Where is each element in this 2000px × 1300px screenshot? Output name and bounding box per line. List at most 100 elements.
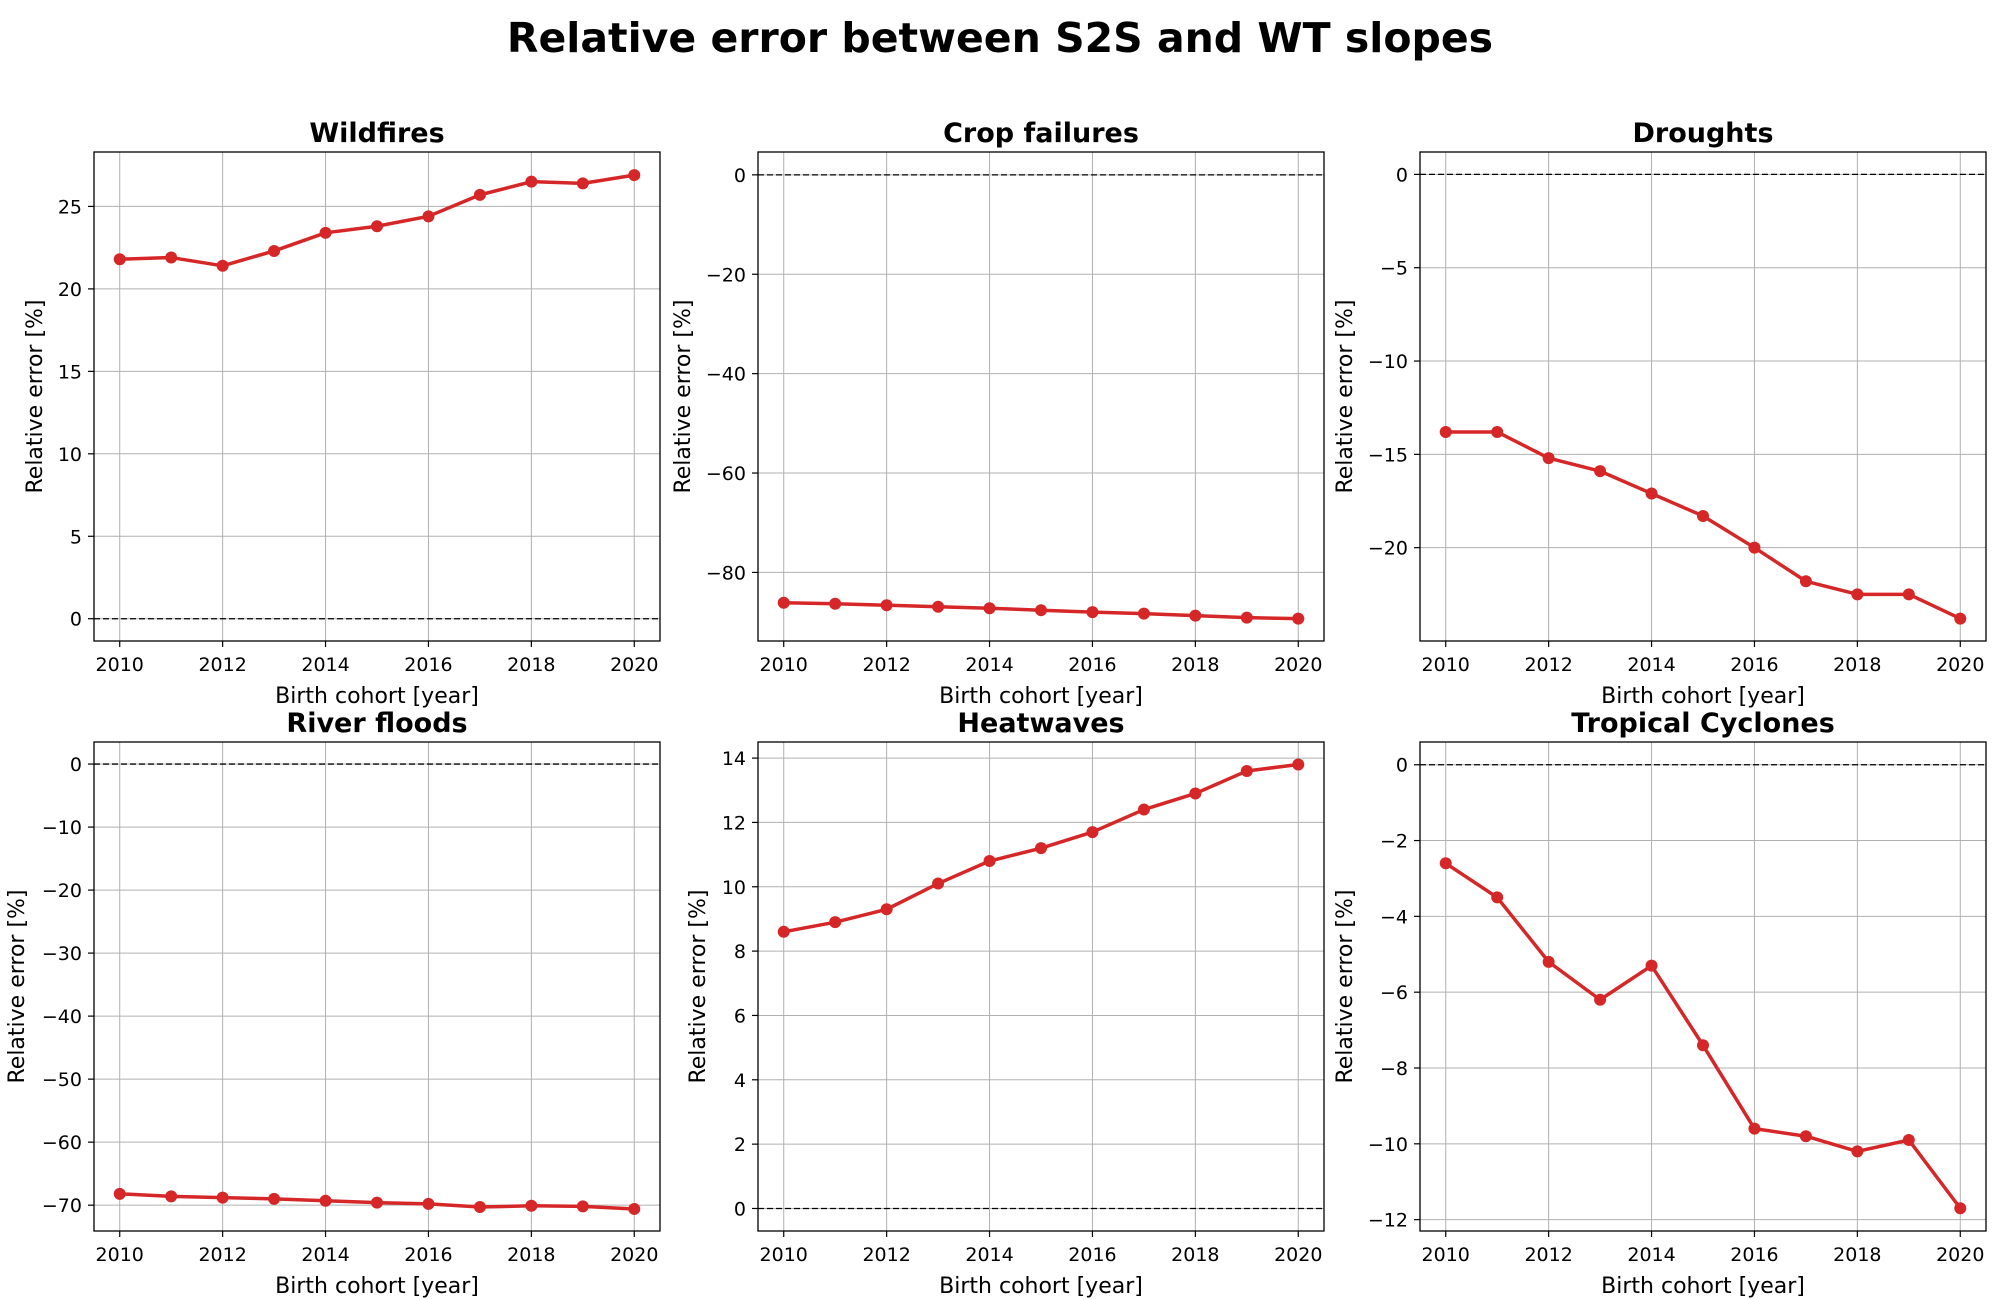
y-tick-label: −15	[1368, 444, 1408, 466]
data-point	[371, 220, 383, 233]
data-point	[165, 251, 178, 264]
data-point	[1697, 509, 1709, 522]
series-line	[1444, 861, 1962, 1210]
subplot-river-floods: 2010 2012 2014 2016 2018 2020 0 −10 −20 −30 −40 −50…	[5, 708, 661, 1299]
x-tick-label: 2016	[404, 654, 452, 676]
data-point	[628, 169, 641, 182]
x-tick-label: 2010	[96, 654, 144, 676]
axes-frame	[1419, 151, 1987, 642]
series-line	[1445, 430, 1962, 621]
data-point	[829, 597, 842, 610]
data-point	[576, 1200, 589, 1213]
y-tick-label: 0	[1396, 164, 1408, 186]
y-axis-label: Relative error [%]	[1333, 889, 1358, 1083]
x-tick-label: 2010	[760, 654, 808, 676]
data-point	[1491, 425, 1504, 438]
y-tick-label: −20	[42, 880, 82, 902]
y-tick-label: 0	[70, 754, 82, 776]
x-tick-label: 2018	[1171, 654, 1219, 676]
x-tick-label: 2014	[301, 1244, 349, 1266]
y-tick-label: −20	[1368, 538, 1408, 560]
y-tick-label: −5	[1380, 258, 1408, 280]
y-tick-label: −70	[42, 1195, 82, 1217]
y-axis-label: Relative error [%]	[1333, 299, 1358, 493]
data-point	[932, 600, 945, 613]
x-tick-label: 2020	[1936, 1244, 1984, 1266]
data-point	[319, 1194, 332, 1207]
x-tick-label: 2018	[507, 654, 555, 676]
subplot-title: Crop failures	[943, 118, 1139, 149]
data-point	[983, 855, 996, 868]
subplot-title: Tropical Cyclones	[1571, 708, 1835, 739]
y-tick-label: −30	[42, 943, 82, 965]
data-point	[1189, 787, 1202, 800]
data-point	[829, 916, 842, 929]
axes-frame	[1419, 741, 1987, 1232]
y-tick-label: −40	[706, 364, 746, 386]
subplot-droughts: 2010 2012 2014 2016 2018 2020 0 −5 −10 −15 −20 Drou…	[1333, 118, 1987, 709]
data-point	[1137, 803, 1150, 816]
data-point	[268, 244, 281, 257]
data-point	[422, 210, 435, 223]
x-tick-label: 2012	[862, 1244, 910, 1266]
data-point	[371, 1196, 383, 1209]
x-tick-label: 2010	[760, 1244, 808, 1266]
x-tick-label: 2016	[404, 1244, 452, 1266]
data-point	[1697, 1039, 1709, 1052]
x-axis-label: Birth cohort [year]	[1601, 1274, 1805, 1299]
y-tick-label: −60	[706, 463, 746, 485]
y-tick-label: −20	[706, 264, 746, 286]
x-tick-label: 2016	[1068, 1244, 1116, 1266]
x-axis-label: Birth cohort [year]	[939, 1274, 1143, 1299]
y-tick-label: 0	[70, 609, 82, 631]
data-point	[216, 1191, 229, 1204]
x-tick-label: 2010	[1422, 1244, 1470, 1266]
x-tick-label: 2014	[301, 654, 349, 676]
x-tick-label: 2012	[198, 654, 246, 676]
data-point	[880, 599, 893, 612]
y-tick-label: −6	[1380, 982, 1408, 1004]
data-point	[1799, 1130, 1812, 1143]
x-tick-label: 2018	[1171, 1244, 1219, 1266]
subplot-title: River floods	[286, 708, 467, 739]
x-tick-label: 2014	[965, 1244, 1013, 1266]
x-tick-label: 2020	[1274, 654, 1322, 676]
x-tick-label: 2016	[1068, 654, 1116, 676]
x-axis-label: Birth cohort [year]	[275, 1274, 479, 1299]
subplot-heatwaves: 2010 2012 2014 2016 2018 2020 0 2 4 6 8 10 12 14 Heatw…	[686, 708, 1325, 1299]
axes-frame	[93, 741, 661, 1232]
y-tick-label: 15	[58, 361, 82, 383]
y-tick-label: 14	[722, 748, 746, 770]
data-point	[1491, 891, 1504, 904]
data-point	[1542, 452, 1555, 465]
data-point	[983, 602, 996, 615]
data-point	[113, 253, 126, 266]
data-point	[1035, 842, 1047, 855]
x-axis-label: Birth cohort [year]	[275, 684, 479, 709]
x-tick-label: 2012	[198, 1244, 246, 1266]
x-tick-label: 2010	[96, 1244, 144, 1266]
data-point	[1594, 465, 1607, 478]
data-point	[113, 1187, 126, 1200]
x-tick-label: 2016	[1730, 1244, 1778, 1266]
data-point	[1542, 955, 1555, 968]
data-point	[576, 177, 589, 190]
data-point	[525, 1199, 538, 1212]
x-axis-label: Birth cohort [year]	[1601, 684, 1805, 709]
x-tick-label: 2020	[610, 1244, 658, 1266]
x-tick-label: 2012	[1524, 654, 1572, 676]
subplot-crop-failures: 2010 2012 2014 2016 2018 2020 0 −20 −40 −60 −80 Cro…	[671, 118, 1325, 709]
y-tick-label: 2	[734, 1134, 746, 1156]
data-point	[1189, 609, 1202, 622]
y-tick-label: 6	[734, 1005, 746, 1027]
data-point	[268, 1192, 281, 1205]
y-tick-label: −8	[1380, 1058, 1408, 1080]
y-tick-label: −10	[42, 817, 82, 839]
data-point	[1292, 612, 1305, 625]
data-point	[473, 1201, 486, 1214]
x-tick-label: 2014	[1627, 654, 1675, 676]
subplot-title: Wildfires	[309, 118, 444, 149]
data-point	[1240, 764, 1253, 777]
x-tick-label: 2014	[1627, 1244, 1675, 1266]
data-point	[165, 1190, 178, 1203]
